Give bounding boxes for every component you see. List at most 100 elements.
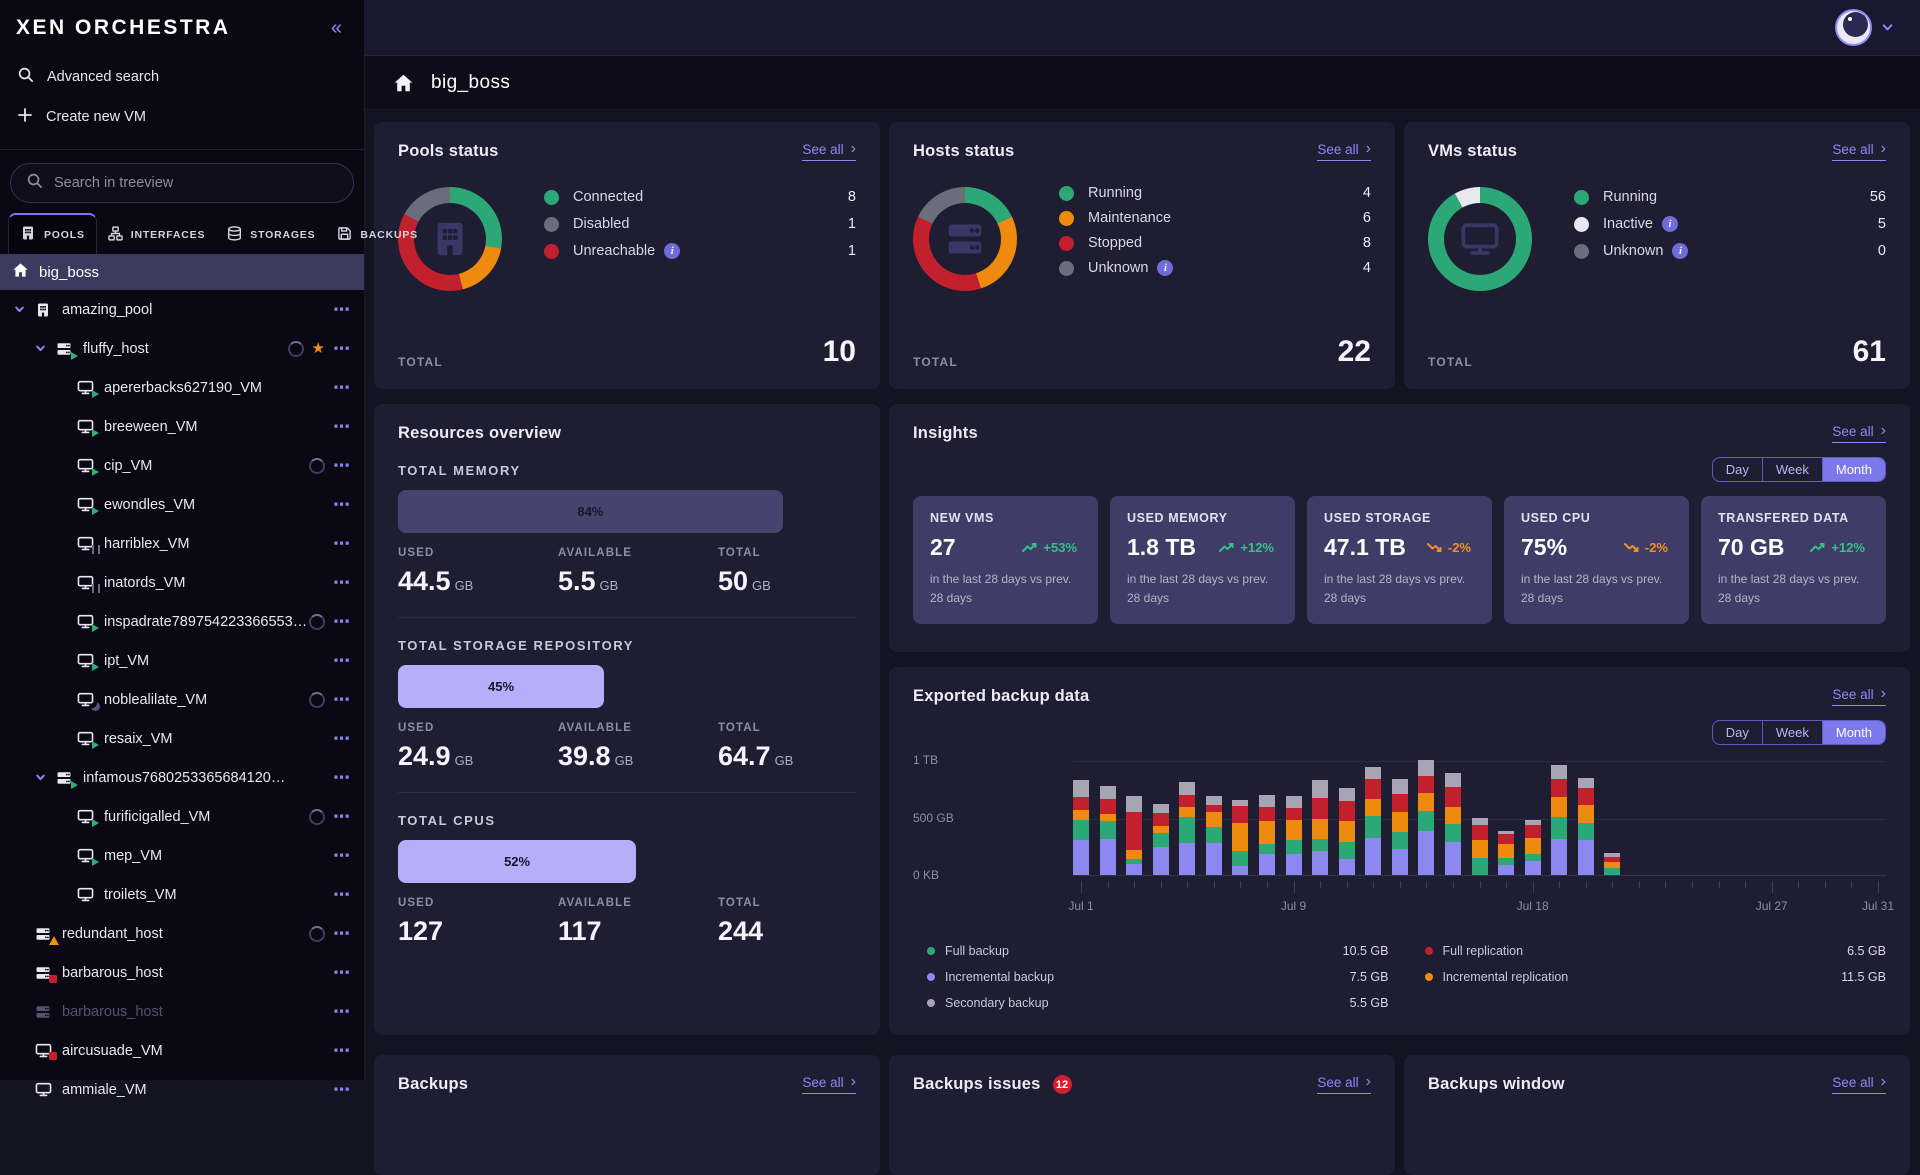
- topbar: [365, 0, 1920, 56]
- treeview-search[interactable]: [10, 163, 354, 203]
- see-all-link[interactable]: See all›: [802, 1075, 856, 1094]
- main-area: big_boss Pools status See all› Connected…: [365, 0, 1920, 1080]
- treeview: amazing_pool⋯fluffy_host★⋯apererbacks627…: [0, 290, 364, 1109]
- tree-item-barbarous_host[interactable]: barbarous_host⋯: [0, 953, 364, 992]
- stat-label: TOTAL: [718, 722, 856, 734]
- info-icon[interactable]: i: [1157, 260, 1173, 276]
- tree-item-harriblex_VM[interactable]: harriblex_VM⋯: [0, 524, 364, 563]
- range-option-day[interactable]: Day: [1713, 458, 1763, 481]
- chevron-down-icon[interactable]: [1881, 21, 1894, 34]
- user-avatar[interactable]: [1835, 9, 1872, 46]
- section-heading: TOTAL CPUS: [398, 813, 856, 828]
- stacked-bar-day-1: [1073, 780, 1089, 875]
- range-option-month[interactable]: Month: [1823, 721, 1885, 744]
- vm-icon: [77, 380, 95, 395]
- x-axis-label: Jul 18: [1517, 899, 1549, 913]
- tree-item-label: amazing_pool: [62, 302, 152, 318]
- tree-item-big_boss[interactable]: big_boss: [0, 254, 364, 290]
- create-new-vm-button[interactable]: Create new VM: [0, 97, 364, 137]
- x-axis-tick: [1373, 881, 1374, 888]
- chevron-right-icon: ›: [1881, 1076, 1886, 1089]
- tree-item-cip_VM[interactable]: cip_VM⋯: [0, 446, 364, 485]
- info-icon[interactable]: i: [664, 243, 680, 259]
- tree-item-apererbacks627190_VM[interactable]: apererbacks627190_VM⋯: [0, 368, 364, 407]
- warning-badge-icon: [49, 936, 59, 945]
- metric-value: 75%: [1521, 534, 1567, 561]
- status-dot: [544, 190, 559, 205]
- collapse-sidebar-button[interactable]: «: [331, 18, 342, 38]
- stat-value: 244: [718, 916, 856, 947]
- range-option-day[interactable]: Day: [1713, 721, 1763, 744]
- series-value: 6.5 GB: [1847, 944, 1886, 958]
- card-title: Backups issues: [913, 1075, 1041, 1094]
- tab-interfaces[interactable]: INTERFACES: [97, 216, 217, 254]
- treeview-search-input[interactable]: [54, 175, 338, 191]
- tree-item-ewondles_VM[interactable]: ewondles_VM⋯: [0, 485, 364, 524]
- tree-item-aircusuade_VM[interactable]: aircusuade_VM⋯: [0, 1031, 364, 1070]
- info-icon[interactable]: i: [1672, 243, 1688, 259]
- storage-icon: [227, 226, 242, 244]
- chevron-down-icon[interactable]: [35, 772, 56, 783]
- tab-pools[interactable]: POOLS: [8, 213, 97, 254]
- tree-item-furificigalled_VM[interactable]: furificigalled_VM⋯: [0, 797, 364, 836]
- advanced-search-label: Advanced search: [47, 69, 159, 85]
- tree-item-breeween_VM[interactable]: breeween_VM⋯: [0, 407, 364, 446]
- see-all-link[interactable]: See all›: [1832, 142, 1886, 161]
- resources-overview-card: Resources overview TOTAL MEMORY 84% USED…: [374, 404, 880, 1035]
- chevron-down-icon[interactable]: [14, 304, 35, 315]
- see-all-link[interactable]: See all›: [1832, 424, 1886, 443]
- tab-storages[interactable]: STORAGES: [216, 216, 326, 254]
- see-all-link[interactable]: See all›: [802, 142, 856, 161]
- range-option-month[interactable]: Month: [1823, 458, 1885, 481]
- tree-item-inatords_VM[interactable]: inatords_VM⋯: [0, 563, 364, 602]
- tree-item-infamous7680253365684120543_h[interactable]: infamous7680253365684120543_h...⋯: [0, 758, 364, 797]
- advanced-search-button[interactable]: Advanced search: [0, 56, 364, 97]
- status-dot: [1574, 217, 1589, 232]
- stat-label: USED: [398, 897, 558, 909]
- tree-item-troilets_VM[interactable]: troilets_VM⋯: [0, 875, 364, 914]
- stacked-bar-day-21: [1604, 853, 1620, 875]
- home-icon: [12, 262, 29, 282]
- x-axis-tick: [1825, 881, 1826, 888]
- tree-item-ammiale_VM[interactable]: ammiale_VM⋯: [0, 1070, 364, 1109]
- metric-value: 27: [930, 534, 956, 561]
- range-option-week[interactable]: Week: [1763, 458, 1823, 481]
- series-label: Full replication: [1443, 944, 1524, 958]
- see-all-link[interactable]: See all›: [1317, 142, 1371, 161]
- tree-item-redundant_host[interactable]: redundant_host⋯: [0, 914, 364, 953]
- tab-backups[interactable]: BACKUPS: [326, 216, 429, 254]
- card-title: Backups: [398, 1075, 468, 1094]
- see-all-link[interactable]: See all›: [1832, 1075, 1886, 1094]
- x-axis-tick: [1426, 881, 1427, 888]
- series-dot: [1425, 947, 1433, 955]
- tree-item-noblealilate_VM[interactable]: noblealilate_VM⋯: [0, 680, 364, 719]
- tree-item-mep_VM[interactable]: mep_VM⋯: [0, 836, 364, 875]
- tree-item-ipt_VM[interactable]: ipt_VM⋯: [0, 641, 364, 680]
- x-axis-tick: [1745, 881, 1746, 888]
- vm-icon: [77, 614, 95, 629]
- x-axis-tick: [1533, 881, 1534, 893]
- see-all-link[interactable]: See all›: [1317, 1075, 1371, 1094]
- host-icon: [56, 770, 74, 786]
- range-option-week[interactable]: Week: [1763, 721, 1823, 744]
- tree-item-barbarous_host[interactable]: barbarous_host⋯: [0, 992, 364, 1031]
- tree-item-amazing_pool[interactable]: amazing_pool⋯: [0, 290, 364, 329]
- tree-item-resaix_VM[interactable]: resaix_VM⋯: [0, 719, 364, 758]
- see-all-link[interactable]: See all›: [1832, 687, 1886, 706]
- tree-item-inspadrate7897542233665532[interactable]: inspadrate7897542233665532...⋯: [0, 602, 364, 641]
- running-badge-icon: [92, 858, 99, 866]
- card-title: Backups window: [1428, 1075, 1565, 1094]
- x-axis-tick: [1187, 881, 1188, 888]
- stacked-bar-day-10: [1312, 780, 1328, 875]
- tree-item-fluffy_host[interactable]: fluffy_host★⋯: [0, 329, 364, 368]
- section-heading: TOTAL STORAGE REPOSITORY: [398, 638, 856, 653]
- vm-icon: [77, 731, 95, 746]
- chevron-down-icon[interactable]: [35, 343, 56, 354]
- info-icon[interactable]: i: [1662, 216, 1678, 232]
